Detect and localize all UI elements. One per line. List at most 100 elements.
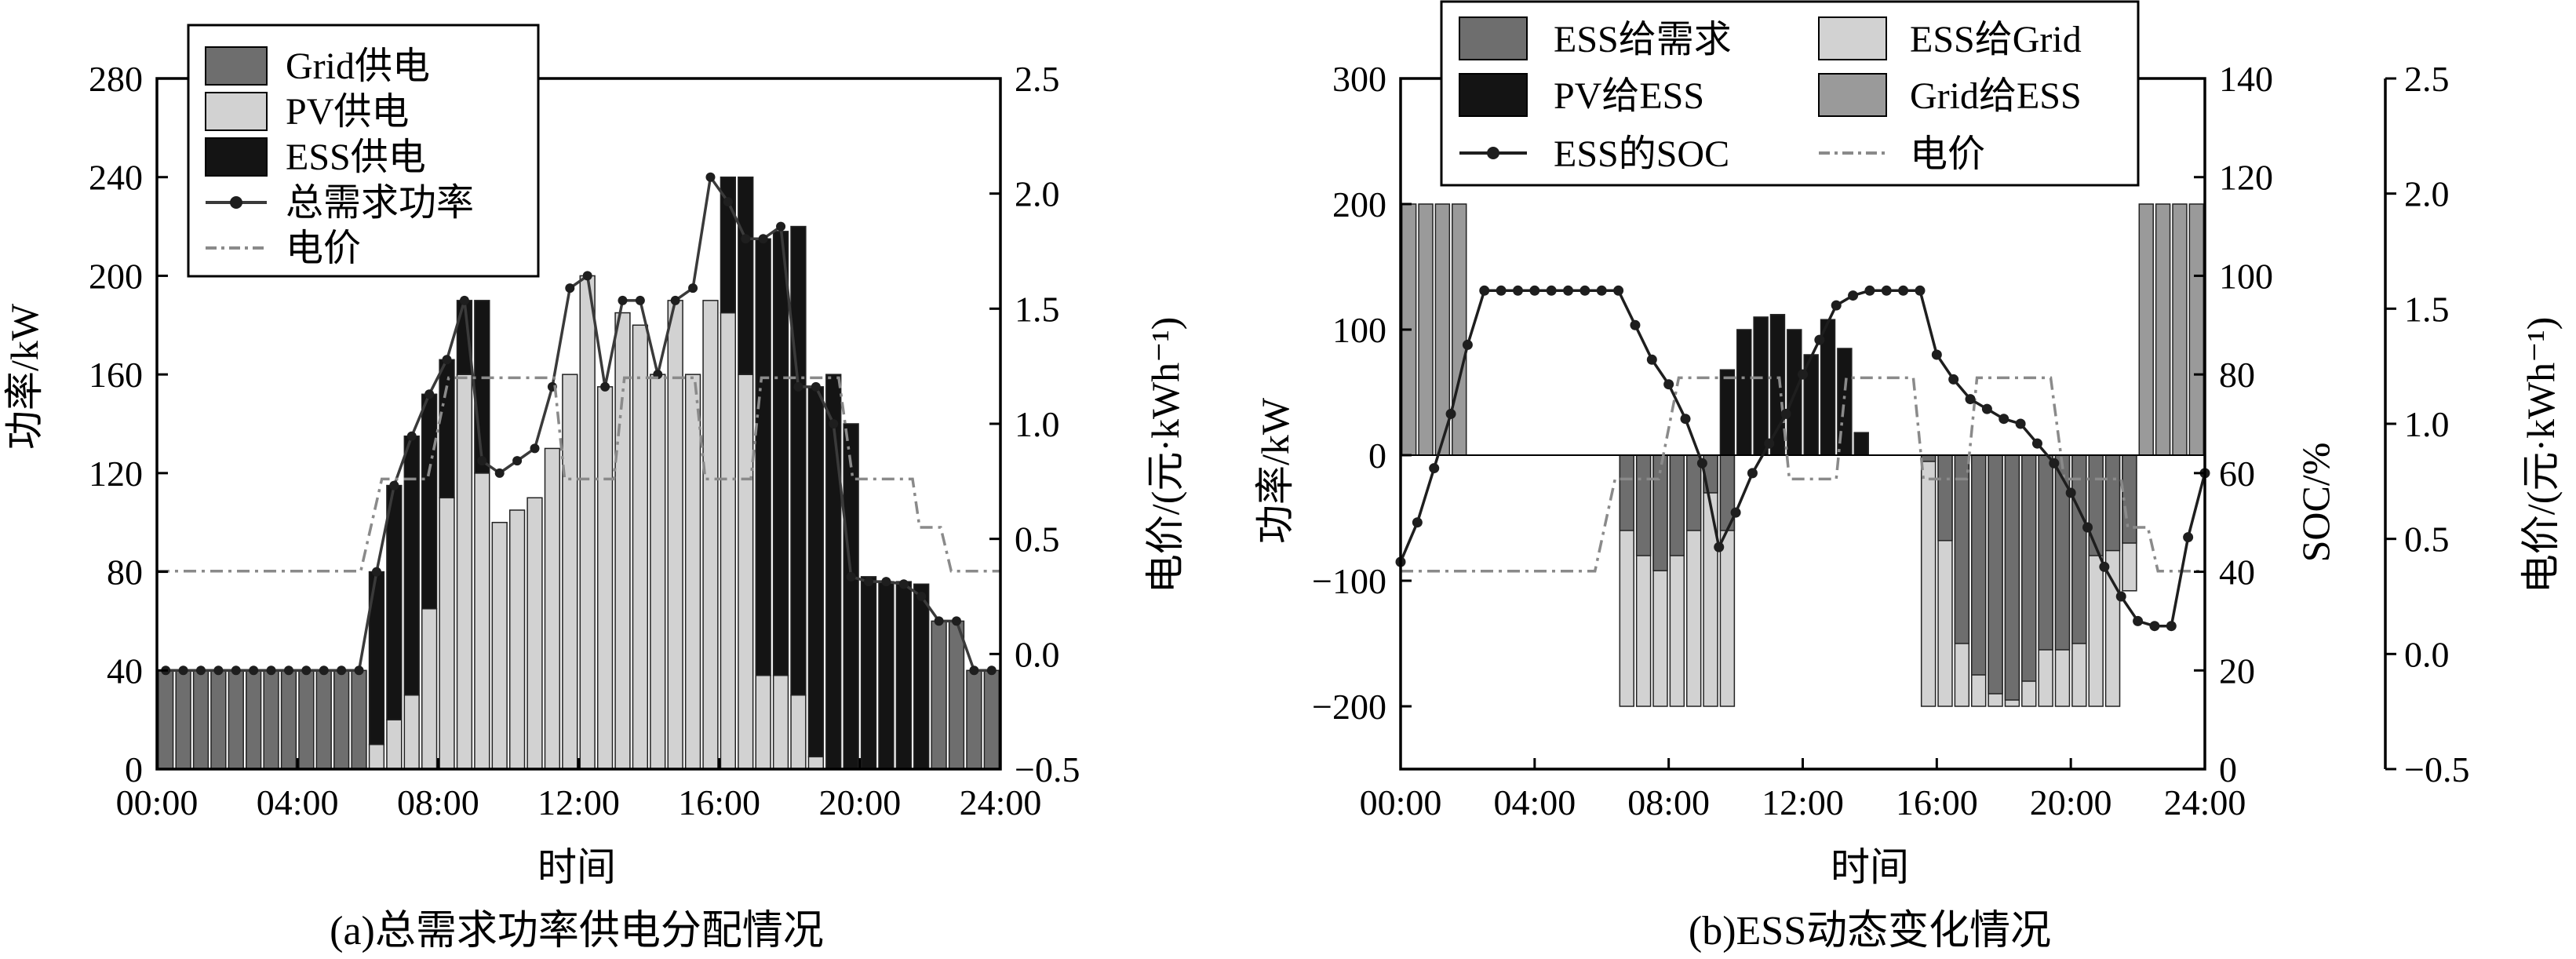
chart-a-ytick-label: 0: [125, 749, 143, 789]
marker-b-soc: [2015, 418, 2026, 429]
marker-b-soc: [1714, 541, 1725, 552]
bar-b-ess-to-grid: [1920, 454, 1937, 707]
marker-b-soc: [1881, 285, 1892, 296]
marker-b-soc: [2183, 532, 2194, 543]
marker-b-soc: [1948, 374, 1959, 385]
bar-b-pv-to-ess: [1769, 314, 1786, 456]
bar-b-ess-to-demand: [2021, 454, 2037, 682]
marker-b-soc: [1596, 285, 1607, 296]
bar-a-pv: [508, 509, 526, 770]
chart-b-ylabel: 功率/kW: [1253, 397, 1297, 544]
chart-b-ytick-right-label: 0.5: [2404, 520, 2450, 560]
marker-a-demand: [512, 456, 523, 466]
marker-a-demand: [494, 468, 505, 478]
bar-b-ess-to-demand: [2088, 454, 2104, 556]
chart-a-xtick-label: 24:00: [960, 782, 1042, 822]
bar-a-pv: [702, 300, 719, 770]
marker-a-demand: [319, 665, 329, 676]
marker-b-soc: [2099, 561, 2110, 572]
marker-a-demand: [213, 665, 224, 676]
chart-b-ytick-label: 200: [1332, 184, 1386, 224]
marker-a-demand: [986, 665, 997, 676]
marker-a-demand: [881, 577, 891, 587]
bar-b-grid-to-ess: [1418, 203, 1434, 456]
legend-label-pv: PV供电: [286, 91, 409, 133]
bar-a-grid: [948, 620, 965, 770]
marker-a-demand: [688, 283, 698, 294]
chart-a-ytick-label: 200: [89, 256, 143, 296]
marker-b-soc: [1613, 285, 1624, 296]
marker-b-soc: [1546, 285, 1557, 296]
chart-a-caption: (a)总需求功率供电分配情况: [330, 909, 824, 954]
marker-b-soc: [1696, 458, 1707, 469]
bar-a-pv: [807, 756, 824, 770]
marker-a-demand: [916, 592, 927, 601]
chart-a-xtick-label: 20:00: [818, 782, 901, 822]
bar-b-ess-to-demand: [1920, 454, 1937, 462]
chart-b-xtick-label: 16:00: [1896, 782, 1978, 822]
chart-a-xlabel: 时间: [537, 845, 616, 889]
bar-a-grid: [966, 669, 982, 770]
marker-b-soc: [1848, 290, 1859, 301]
marker-b-soc: [1931, 349, 1942, 360]
marker-b-soc: [1981, 403, 1992, 414]
marker-a-demand: [705, 172, 716, 182]
chart-a-ticks: 0 40 80 120 160 200 240 280 −0.5 0.0 0.5 1.0 1.5 2.0 2…: [89, 59, 1080, 822]
marker-b-soc: [2082, 522, 2093, 533]
marker-b-soc: [1965, 394, 1976, 405]
chart-a-ytick-label: 240: [89, 158, 143, 198]
legend-label-ess: ESS供电: [286, 137, 426, 178]
bar-a-ess: [421, 393, 438, 610]
bar-a-grid: [931, 620, 947, 770]
bar-a-pv: [526, 497, 543, 770]
marker-b-soc: [2049, 458, 2060, 469]
bar-a-pv: [772, 674, 789, 770]
bar-b-ess-to-demand: [2071, 454, 2087, 644]
marker-b-soc: [1915, 285, 1926, 296]
marker-a-demand: [283, 665, 293, 676]
marker-b-soc: [1529, 285, 1540, 296]
bar-a-ess: [772, 231, 789, 676]
marker-a-demand: [758, 234, 768, 244]
chart-b-ylabel-right: 电价/(元·kWh⁻¹): [2519, 317, 2563, 593]
legend-swatch-ess-to-grid: [1818, 16, 1887, 60]
marker-b-soc: [1663, 379, 1674, 390]
legend-marker-demand: [230, 196, 242, 209]
bar-a-pv: [650, 374, 666, 770]
bar-a-ess: [738, 176, 754, 375]
legend-label-demand: 总需求功率: [286, 182, 474, 224]
bar-a-pv: [579, 275, 596, 770]
bar-a-pv: [596, 386, 614, 770]
marker-b-soc: [1680, 414, 1691, 425]
chart-b-xtick-label: 12:00: [1762, 782, 1844, 822]
bar-b-ess-to-demand: [1988, 454, 2003, 695]
chart-b-ytick-right-label: 1.0: [2404, 404, 2450, 444]
bar-a-pv: [738, 374, 754, 770]
chart-a-xtick-label: 16:00: [678, 782, 760, 822]
bar-a-ess: [474, 300, 490, 474]
marker-a-demand: [864, 577, 874, 587]
marker-a-demand: [969, 665, 979, 676]
legend-label-pv-to-ess: PV给ESS: [1554, 75, 1704, 117]
bar-b-pv-to-ess: [1853, 432, 1869, 456]
bar-b-pv-to-ess: [1719, 369, 1736, 456]
chart-a-ytick-right-label: 1.5: [1015, 289, 1060, 329]
chart-a-ytick-label: 160: [89, 355, 143, 395]
bar-b-ess-to-demand: [1619, 454, 1634, 531]
marker-b-soc: [1747, 468, 1758, 479]
bar-b-ess-to-demand: [1971, 454, 1987, 676]
marker-b-soc: [2133, 615, 2144, 626]
marker-b-soc: [1814, 334, 1825, 345]
chart-b-xtick-label: 08:00: [1627, 782, 1710, 822]
marker-a-demand: [811, 381, 821, 392]
bar-b-grid-to-ess: [2155, 203, 2171, 456]
chart-a-ytick-label: 280: [89, 59, 143, 99]
chart-b-ytick-label: 100: [1332, 310, 1386, 350]
chart-b-ytick-right-label: 2.0: [2404, 174, 2450, 214]
line-a-price: [157, 376, 1000, 573]
chart-a-lines: [157, 172, 1000, 676]
chart-a-ytick-right-label: −0.5: [1015, 749, 1080, 789]
marker-a-demand: [776, 221, 786, 232]
marker-b-soc: [1998, 414, 2009, 425]
bar-a-ess: [403, 435, 420, 696]
